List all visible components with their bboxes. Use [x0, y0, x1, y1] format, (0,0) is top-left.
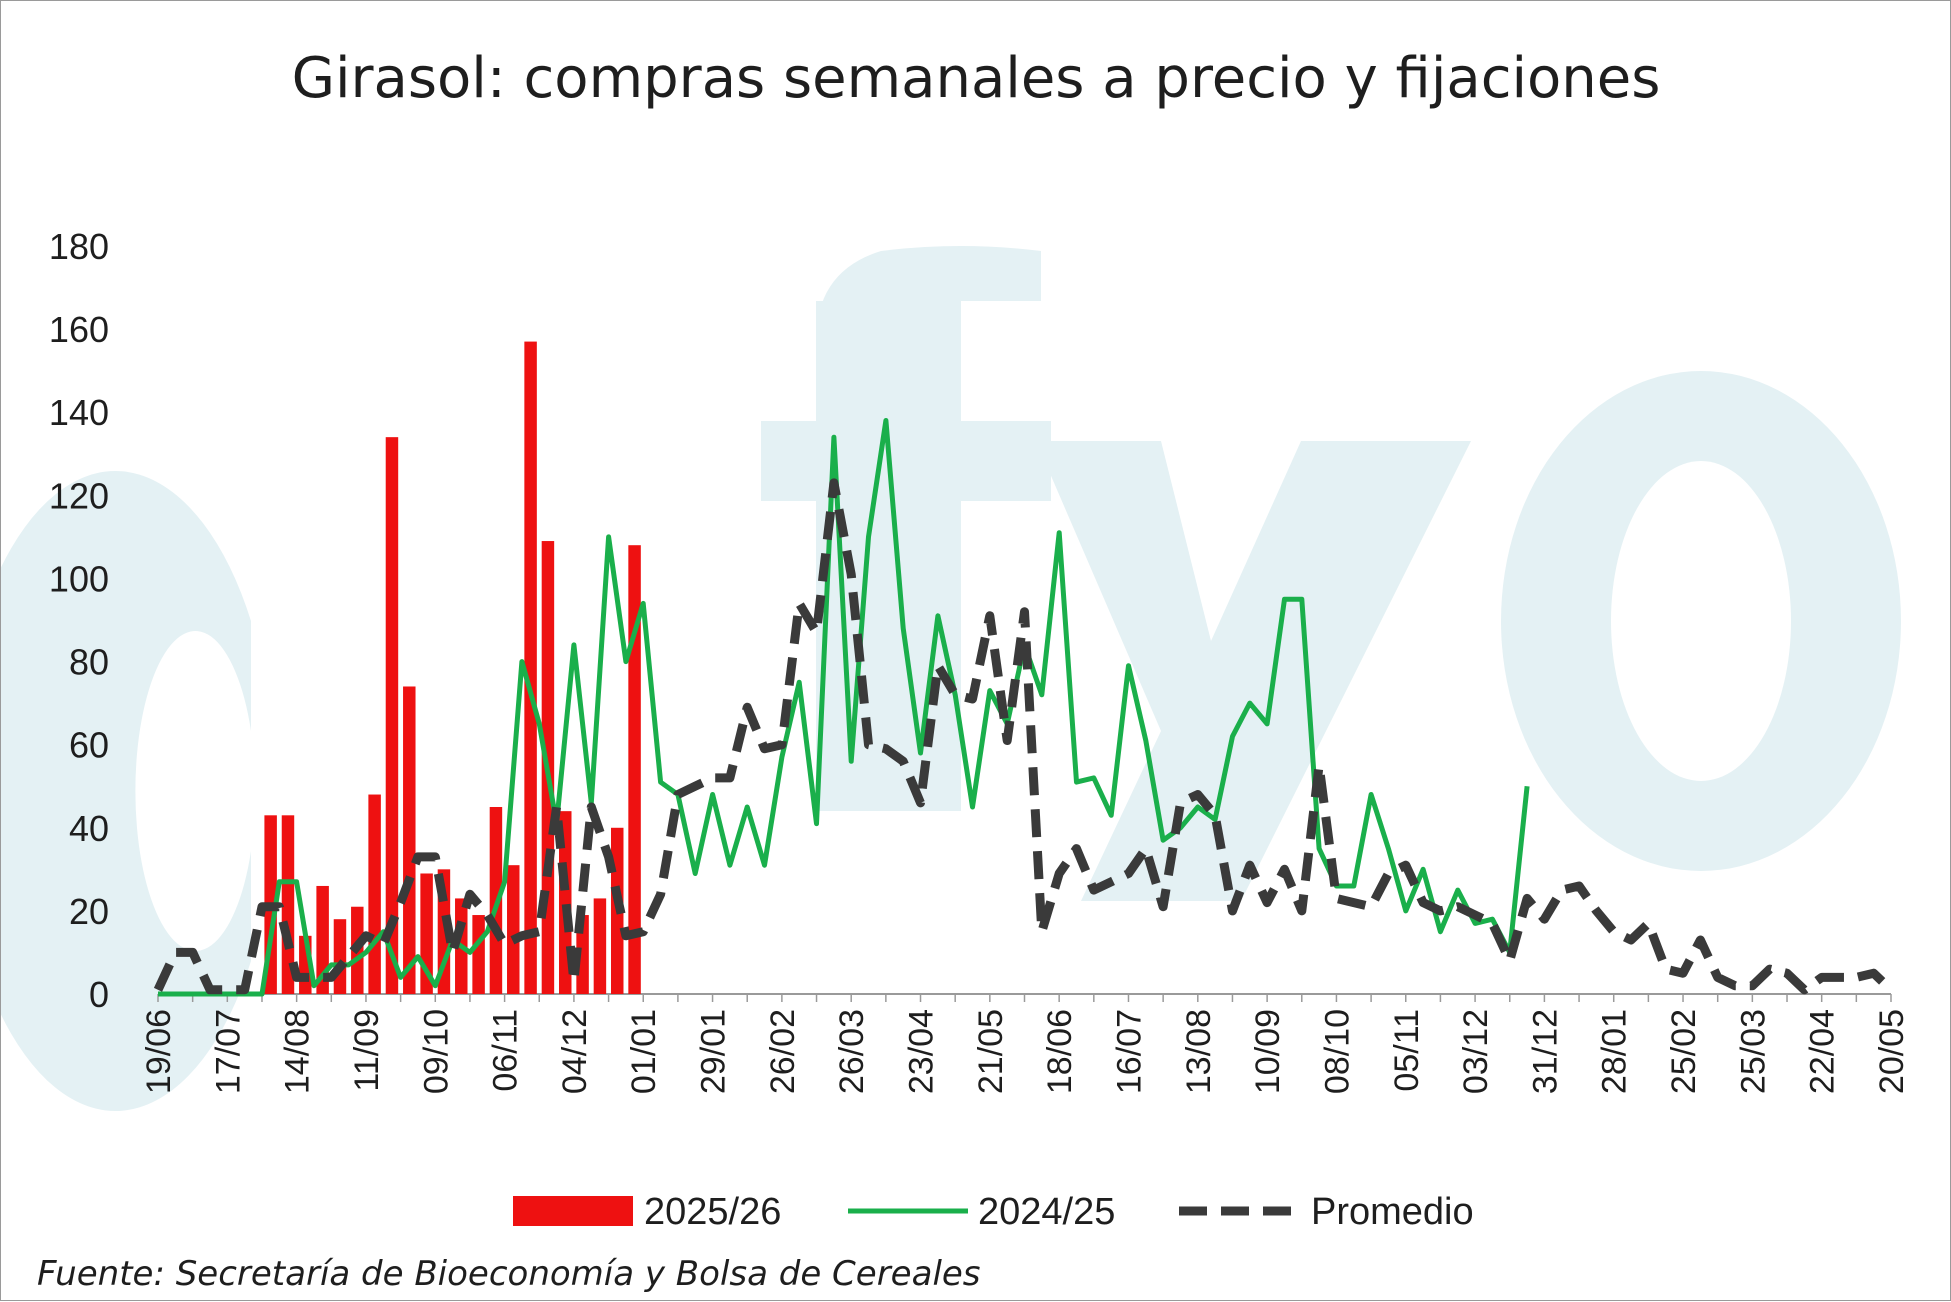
bar-2025-26	[368, 794, 381, 994]
series-2025-26-bars	[264, 341, 641, 995]
y-tick-label: 60	[69, 725, 109, 766]
y-tick-label: 180	[49, 226, 109, 267]
x-tick-label: 06/11	[487, 1009, 525, 1092]
x-tick-label: 09/10	[417, 1009, 455, 1094]
x-tick-label: 13/08	[1180, 1009, 1218, 1094]
fyo-logo-watermark	[1, 246, 1901, 1111]
x-tick-label: 19/06	[140, 1009, 178, 1094]
x-tick-label: 25/03	[1734, 1009, 1772, 1094]
x-tick-label: 26/02	[764, 1009, 802, 1094]
x-tick-label: 21/05	[972, 1009, 1010, 1094]
y-tick-label: 100	[49, 558, 109, 599]
x-tick-label: 17/07	[209, 1009, 247, 1094]
x-tick-label: 31/12	[1526, 1009, 1564, 1094]
y-tick-label: 20	[69, 891, 109, 932]
x-tick-label: 10/09	[1249, 1009, 1287, 1094]
y-tick-label: 80	[69, 642, 109, 683]
watermark-letter-o-hole	[1611, 461, 1791, 781]
x-tick-label: 01/01	[625, 1009, 663, 1094]
x-tick-label: 29/01	[695, 1009, 733, 1094]
watermark-letter-y	[1036, 441, 1471, 901]
chart-title: Girasol: compras semanales a precio y fi…	[292, 46, 1661, 111]
x-tick-label: 16/07	[1110, 1009, 1148, 1094]
x-tick-label: 11/09	[348, 1009, 386, 1092]
legend-label: Promedio	[1311, 1191, 1474, 1233]
x-tick-label: 14/08	[279, 1009, 317, 1094]
bar-2025-26	[316, 885, 329, 994]
x-tick-label: 04/12	[556, 1009, 594, 1094]
legend-label: 2024/25	[978, 1191, 1115, 1233]
x-tick-label: 22/04	[1804, 1009, 1842, 1094]
x-tick-label: 23/04	[903, 1009, 941, 1094]
x-axis: 19/06 17/07 14/08 11/09 09/10 06/11 04/12 01/01…	[140, 993, 1911, 1094]
y-axis: 0 20 40 60 80 100 120 140 160 180	[49, 226, 109, 1015]
bar-2025-26	[281, 815, 295, 994]
x-tick-label: 05/11	[1388, 1009, 1426, 1092]
y-tick-label: 160	[49, 309, 109, 350]
legend-label: 2025/26	[644, 1191, 781, 1233]
y-tick-label: 120	[49, 475, 109, 516]
legend: 2025/26 2024/25 Promedio	[513, 1191, 1474, 1233]
series-lines	[153, 418, 1895, 997]
bar-2025-26	[333, 919, 347, 994]
bar-2025-26	[576, 915, 589, 994]
bar-2025-26	[472, 915, 485, 994]
x-tick-label: 25/02	[1665, 1009, 1703, 1094]
x-tick-label: 26/03	[833, 1009, 871, 1094]
bar-2025-26	[593, 898, 607, 994]
bar-2025-26	[524, 341, 537, 995]
series-promedio-line	[153, 478, 1895, 995]
y-tick-label: 40	[69, 808, 109, 849]
x-tick-label: 20/05	[1873, 1009, 1911, 1094]
bar-2025-26	[628, 545, 641, 994]
bar-2025-26	[507, 865, 520, 994]
x-tick-label: 03/12	[1457, 1009, 1495, 1094]
y-tick-label: 140	[49, 392, 109, 433]
x-tick-label: 28/01	[1596, 1009, 1634, 1094]
bar-2025-26	[385, 437, 399, 995]
legend-swatch-2025-26	[513, 1196, 633, 1226]
source-note: Fuente: Secretaría de Bioeconomía y Bols…	[37, 1254, 981, 1294]
y-tick-label: 0	[89, 974, 109, 1015]
bar-2025-26	[403, 686, 416, 994]
x-tick-label: 18/06	[1041, 1009, 1079, 1094]
x-tick-label: 08/10	[1318, 1009, 1356, 1094]
